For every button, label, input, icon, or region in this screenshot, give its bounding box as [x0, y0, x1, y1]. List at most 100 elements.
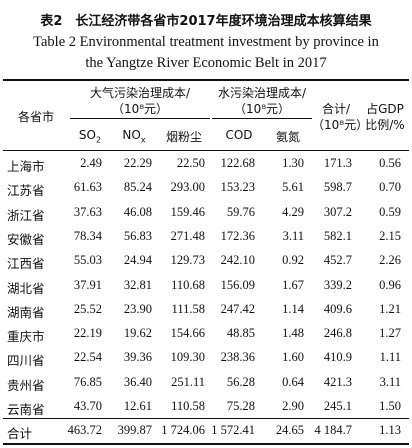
cell-total: 421.3	[323, 375, 352, 389]
cell-so2: 55.03	[73, 253, 102, 267]
cell-total: 171.3	[323, 156, 352, 170]
cell-nox: 56.83	[123, 229, 152, 243]
cell-ammonia: 1.14	[282, 302, 304, 316]
cell-nox: 85.24	[123, 180, 152, 194]
cell-gdp: 1.27	[379, 326, 401, 340]
cell-total: 246.8	[323, 326, 352, 340]
cell-gdp: 1.11	[379, 350, 401, 364]
cell-nox: 32.81	[123, 278, 152, 292]
cell-so2: 37.91	[73, 278, 102, 292]
cell-province: 安徽省	[7, 232, 45, 247]
cell-ammonia: 1.48	[282, 326, 304, 340]
cell-gdp: 1.50	[379, 399, 401, 413]
cell-cod: 172.36	[220, 229, 255, 243]
cell-cod: 247.42	[220, 302, 255, 316]
cell-gdp: 1.21	[379, 302, 401, 316]
cell-so2: 2.49	[80, 156, 102, 170]
cell-province: 江西省	[7, 256, 45, 271]
cell-ammonia: 4.29	[282, 205, 304, 219]
air-group-rule	[70, 118, 210, 119]
cell-cod: 56.28	[226, 375, 255, 389]
cell-nox: 46.08	[123, 205, 152, 219]
cell-dust: 129.73	[170, 253, 205, 267]
header-so2: SO2	[78, 128, 102, 145]
cell-cod: 59.76	[226, 205, 255, 219]
cell-gdp: 2.15	[379, 229, 401, 243]
cell-so2: 22.54	[73, 350, 102, 364]
cell-cod: 75.28	[226, 399, 255, 413]
sum-gdp: 1.13	[379, 423, 401, 437]
sum-rule	[3, 418, 409, 419]
cell-province: 四川省	[7, 353, 45, 368]
cell-province: 上海市	[7, 159, 45, 174]
cell-cod: 122.68	[220, 156, 255, 170]
cell-so2: 61.63	[73, 180, 102, 194]
cell-province: 重庆市	[7, 329, 45, 344]
sum-nox: 399.87	[117, 423, 152, 437]
cell-gdp: 0.70	[379, 180, 401, 194]
cell-province: 江苏省	[7, 183, 45, 198]
cell-so2: 43.70	[73, 399, 102, 413]
header-province: 各省市	[17, 110, 54, 124]
cell-ammonia: 1.30	[282, 156, 304, 170]
cell-ammonia: 0.64	[282, 375, 304, 389]
cell-dust: 159.46	[170, 205, 205, 219]
cell-nox: 36.40	[123, 375, 152, 389]
cell-total: 409.6	[323, 302, 352, 316]
cell-province: 云南省	[7, 402, 45, 417]
header-ammonia: 氨氮	[275, 130, 300, 144]
sum-so2: 463.72	[67, 423, 102, 437]
cell-dust: 293.00	[170, 180, 205, 194]
sum-ammonia: 24.65	[275, 423, 304, 437]
header-total-line2: （10⁸元）	[312, 118, 369, 132]
header-rule	[3, 150, 409, 151]
cell-dust: 110.68	[171, 278, 205, 292]
table-title-en-line2: the Yangtze River Economic Belt in 2017	[85, 55, 327, 71]
cell-dust: 251.11	[171, 375, 205, 389]
cell-total: 582.1	[323, 229, 352, 243]
cell-ammonia: 3.11	[282, 229, 304, 243]
cell-dust: 110.58	[171, 399, 205, 413]
header-gdp-line2: 比例/%	[365, 118, 405, 132]
cell-cod: 153.23	[220, 180, 255, 194]
cell-so2: 78.34	[73, 229, 102, 243]
header-water-group-line1: 水污染治理成本/	[217, 86, 307, 100]
header-nox: NOx	[122, 128, 146, 145]
cell-province: 贵州省	[7, 378, 45, 393]
cell-cod: 238.36	[220, 350, 255, 364]
header-total-line1: 合计/	[321, 102, 351, 116]
header-air-group-line2: （10⁸元）	[111, 102, 169, 116]
bottom-rule	[3, 443, 409, 445]
cell-dust: 22.50	[176, 156, 205, 170]
cell-dust: 111.58	[171, 302, 205, 316]
cell-province: 湖北省	[7, 281, 45, 296]
cell-total: 245.1	[323, 399, 352, 413]
cell-so2: 76.85	[73, 375, 102, 389]
sum-cod: 1 572.41	[211, 423, 255, 437]
cell-gdp: 3.11	[379, 375, 401, 389]
cell-total: 410.9	[323, 350, 352, 364]
top-rule	[3, 79, 409, 81]
cell-gdp: 2.26	[379, 253, 401, 267]
cell-nox: 19.62	[123, 326, 152, 340]
cell-total: 339.2	[323, 278, 352, 292]
cell-so2: 37.63	[73, 205, 102, 219]
water-group-rule	[212, 118, 312, 119]
cell-dust: 109.30	[170, 350, 205, 364]
cell-total: 452.7	[323, 253, 352, 267]
header-air-group-line1: 大气污染治理成本/	[89, 86, 191, 100]
cell-ammonia: 5.61	[282, 180, 304, 194]
cell-gdp: 0.59	[379, 205, 401, 219]
cell-ammonia: 2.90	[282, 399, 304, 413]
cell-cod: 242.10	[220, 253, 255, 267]
cell-ammonia: 1.67	[282, 278, 304, 292]
cell-gdp: 0.96	[379, 278, 401, 292]
sum-dust: 1 724.06	[161, 423, 205, 437]
sum-total: 4 184.7	[314, 423, 353, 437]
cell-ammonia: 1.60	[282, 350, 304, 364]
header-gdp-line1: 占GDP	[366, 102, 404, 116]
cell-nox: 24.94	[123, 253, 152, 267]
cell-nox: 23.90	[123, 302, 152, 316]
cell-total: 598.7	[323, 180, 352, 194]
cell-ammonia: 0.92	[282, 253, 304, 267]
